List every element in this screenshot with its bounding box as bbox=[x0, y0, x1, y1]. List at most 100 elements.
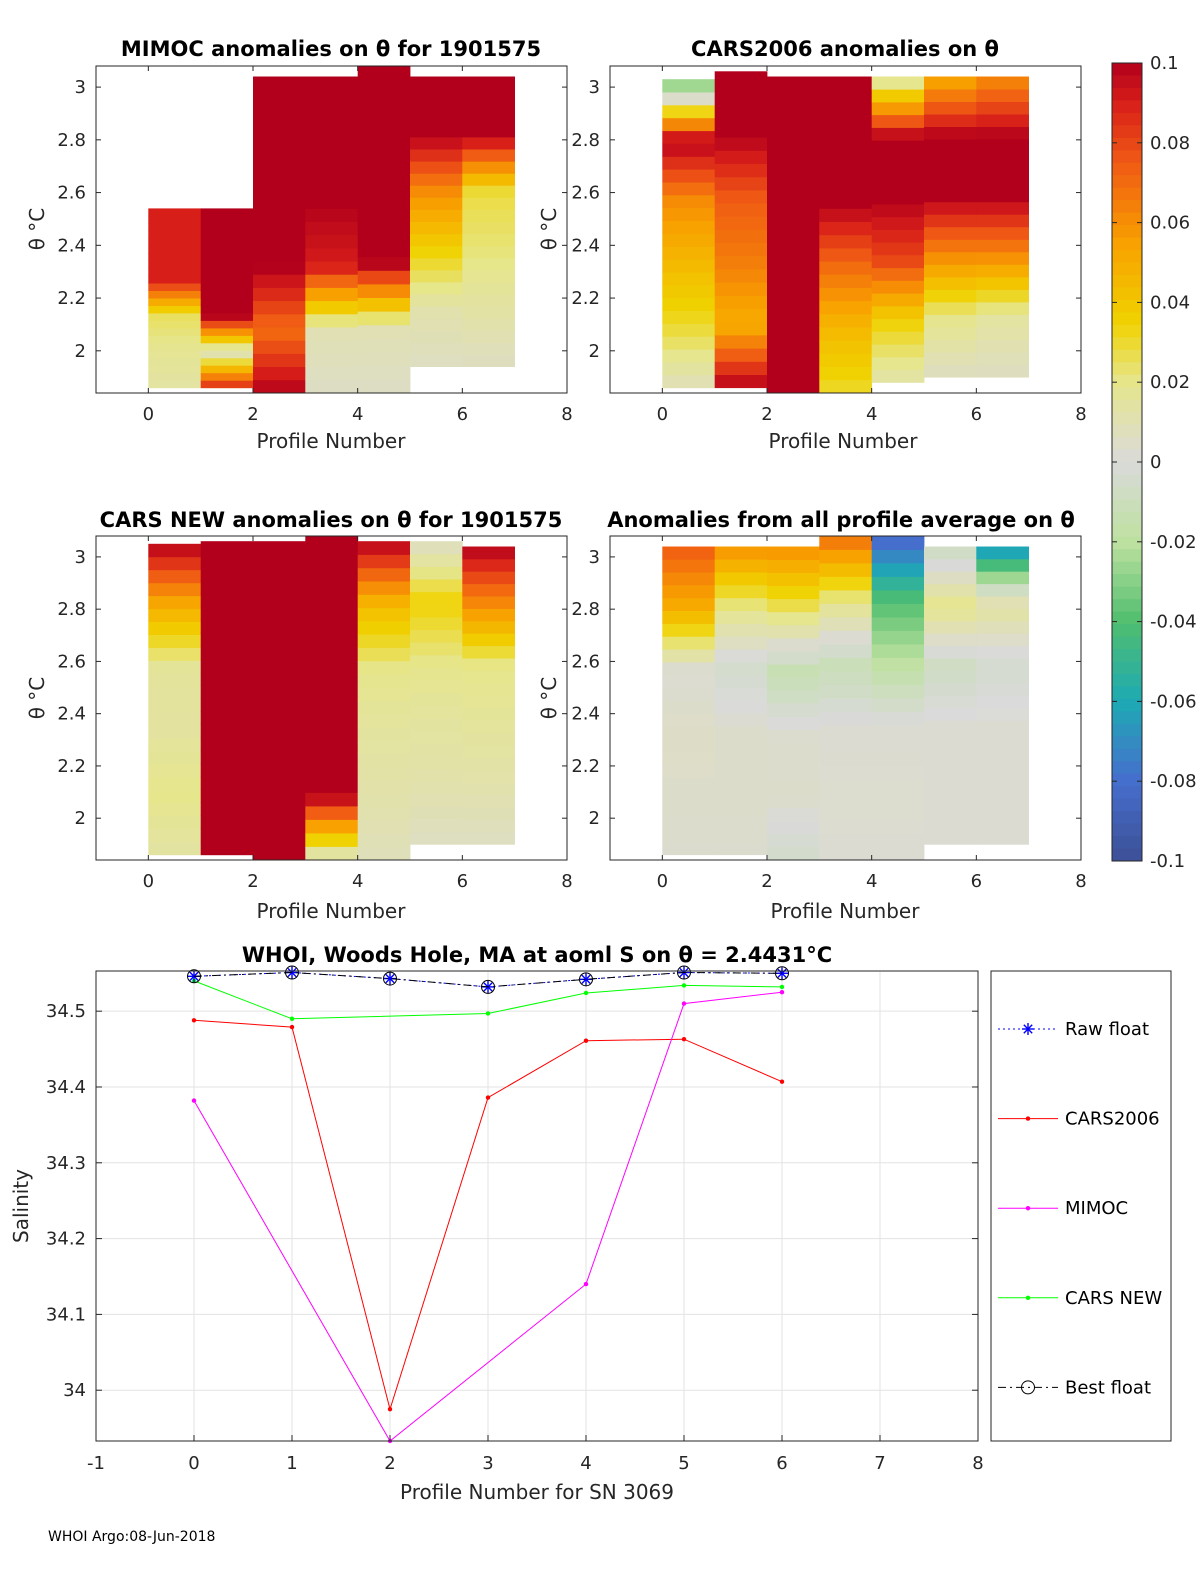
x-tick-label: 8 bbox=[561, 404, 572, 425]
heatmap-cell bbox=[714, 229, 768, 244]
heatmap-cell bbox=[410, 257, 463, 271]
heatmap-cell bbox=[200, 593, 254, 607]
heatmap-cell bbox=[357, 634, 411, 648]
x-tick-label: 8 bbox=[1075, 871, 1086, 892]
y-tick-label: 34.3 bbox=[46, 1153, 86, 1174]
heatmap-cell bbox=[714, 752, 768, 766]
heatmap-cell bbox=[357, 229, 411, 244]
legend-label: Raw float bbox=[1065, 1019, 1149, 1040]
heatmap-cell bbox=[924, 757, 977, 771]
y-tick-label: 2.6 bbox=[57, 651, 86, 672]
heatmap-cell bbox=[357, 215, 411, 230]
heatmap-cell bbox=[148, 647, 201, 661]
legend-item-best-float: Best float bbox=[998, 1377, 1151, 1398]
heatmap-cell bbox=[714, 585, 768, 599]
heatmap-cell bbox=[767, 168, 820, 183]
heatmap-cell bbox=[871, 191, 925, 205]
heatmap-cell bbox=[714, 572, 768, 586]
heatmap-cell bbox=[714, 374, 768, 389]
data-point-cars2006 bbox=[583, 1038, 589, 1043]
heatmap-cell bbox=[714, 137, 768, 151]
heatmap-cell bbox=[148, 699, 201, 713]
heatmap-cell bbox=[767, 729, 820, 743]
heatmap-cell bbox=[714, 282, 768, 296]
heatmap-cell bbox=[767, 703, 820, 717]
heatmap-cell bbox=[305, 234, 358, 249]
heatmap-cell bbox=[976, 302, 1029, 315]
x-tick-label: 1 bbox=[286, 1453, 297, 1474]
heatmap-cell bbox=[976, 732, 1029, 746]
heatmap-cell bbox=[305, 617, 358, 631]
heatmap-cell bbox=[662, 310, 715, 324]
heatmap-cell bbox=[976, 201, 1029, 215]
heatmap-cell bbox=[714, 189, 768, 204]
heatmap-cell bbox=[662, 623, 715, 637]
heatmap-cell bbox=[148, 357, 201, 366]
heatmap-cell bbox=[305, 76, 358, 91]
heatmap-cell bbox=[410, 269, 463, 283]
heatmap-cell bbox=[767, 755, 820, 769]
heatmap-cell bbox=[819, 819, 872, 834]
heatmap-cell bbox=[200, 290, 254, 299]
heatmap-cell bbox=[462, 137, 515, 150]
heatmap-cell bbox=[200, 619, 254, 634]
heatmap-cell bbox=[819, 76, 872, 91]
panel-cars-new-ylabel: θ °C bbox=[25, 677, 49, 720]
heatmap-cell bbox=[357, 806, 411, 821]
heatmap-cell bbox=[714, 255, 768, 270]
heatmap-cell bbox=[976, 289, 1029, 303]
heatmap-cell bbox=[976, 583, 1029, 597]
heatmap-cell bbox=[357, 820, 411, 834]
heatmap-cell bbox=[924, 720, 977, 733]
heatmap-cell bbox=[410, 185, 463, 198]
heatmap-cell bbox=[819, 698, 872, 712]
heatmap-cell bbox=[148, 634, 201, 648]
heatmap-cell bbox=[410, 221, 463, 235]
panel-cars-new: CARS NEW anomalies on θ for 1901575 0 2 4 6… bbox=[25, 508, 573, 923]
heatmap-cell bbox=[662, 104, 715, 119]
heatmap-cell bbox=[714, 335, 768, 349]
heatmap-cell bbox=[767, 327, 820, 341]
heatmap-cell bbox=[767, 116, 820, 130]
heatmap-cell bbox=[253, 740, 306, 755]
heatmap-cell bbox=[662, 297, 715, 311]
panel-avg-ticks: 0 2 4 6 8 2 2.2 2.4 2.6 2.8 3 bbox=[571, 536, 1087, 892]
colorbar-swatch bbox=[1112, 823, 1142, 837]
heatmap-cell bbox=[410, 755, 463, 769]
heatmap-cell bbox=[871, 806, 925, 820]
heatmap-cell bbox=[662, 79, 715, 93]
heatmap-cell bbox=[462, 608, 515, 622]
data-point-cars2006 bbox=[681, 1037, 687, 1042]
heatmap-cell bbox=[357, 740, 411, 755]
heatmap-cell bbox=[253, 753, 306, 768]
heatmap-cell bbox=[305, 563, 358, 577]
heatmap-cell bbox=[462, 149, 515, 162]
heatmap-cell bbox=[662, 559, 715, 573]
heatmap-cell bbox=[200, 223, 254, 232]
heatmap-cell bbox=[148, 621, 201, 635]
heatmap-cell bbox=[662, 739, 715, 753]
heatmap-cell bbox=[253, 833, 306, 848]
heatmap-cell bbox=[410, 161, 463, 174]
heatmap-cell bbox=[462, 161, 515, 174]
heatmap-cell bbox=[148, 686, 201, 700]
salinity-grid bbox=[95, 971, 979, 1441]
data-point-cars2006 bbox=[485, 1095, 491, 1100]
heatmap-cell bbox=[924, 695, 977, 709]
heatmap-cell bbox=[767, 546, 820, 560]
heatmap-cell bbox=[819, 630, 872, 645]
data-point-mimoc bbox=[681, 1001, 687, 1006]
y-tick-label: 2.4 bbox=[57, 235, 86, 256]
heatmap-cell bbox=[253, 674, 306, 688]
heatmap-cell bbox=[714, 597, 768, 611]
y-tick-label: 34.5 bbox=[46, 1001, 86, 1022]
data-point-best-float bbox=[677, 965, 691, 980]
heatmap-cell bbox=[819, 182, 872, 196]
heatmap-cell bbox=[410, 553, 463, 567]
heatmap-cell bbox=[462, 185, 515, 198]
heatmap-cell bbox=[767, 637, 820, 652]
heatmap-cell bbox=[253, 300, 306, 315]
heatmap-cell bbox=[714, 348, 768, 362]
heatmap-cell bbox=[200, 802, 254, 816]
